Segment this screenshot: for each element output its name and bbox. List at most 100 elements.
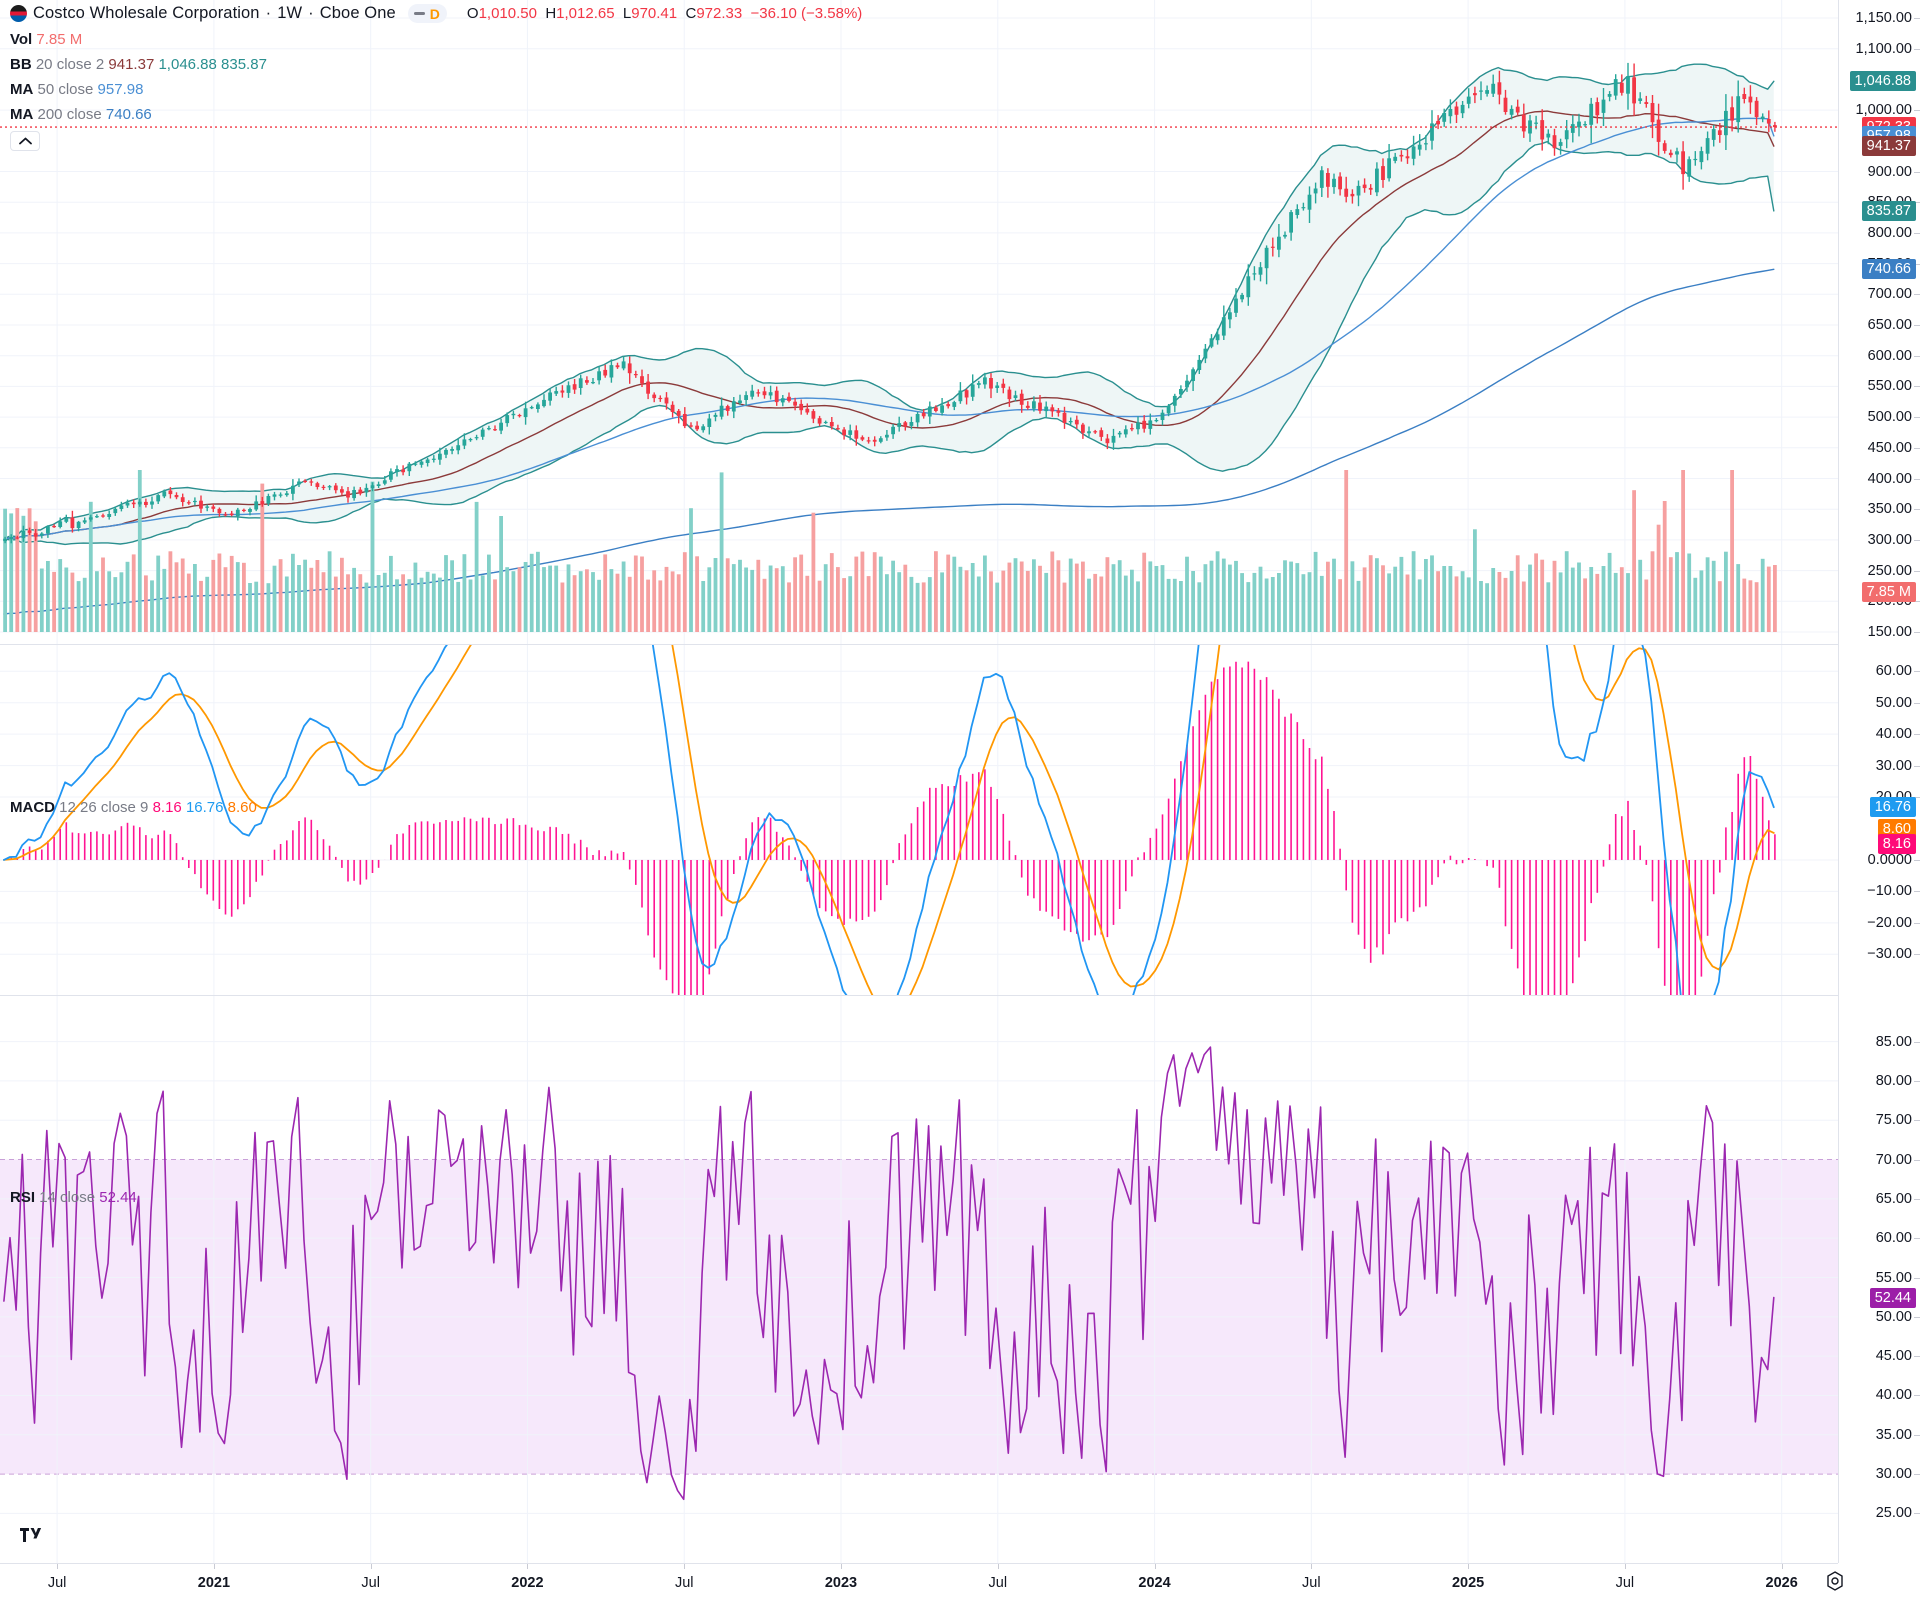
volume-bar (15, 508, 20, 632)
volume-bar (395, 579, 399, 632)
candle-body (1607, 94, 1612, 97)
ma200-badge[interactable]: 740.66 (1861, 259, 1916, 280)
volume-bar (523, 562, 528, 632)
candle-body (450, 449, 454, 451)
candle-body (150, 501, 154, 505)
symbol-name[interactable]: Costco Wholesale Corporation (33, 4, 260, 22)
collapse-legend-button[interactable] (10, 131, 40, 151)
rsi-axis-tick: 70.00 (1875, 1151, 1920, 1168)
candle-body (352, 490, 356, 499)
rsi-axis-tick: 30.00 (1875, 1466, 1920, 1483)
candle-body (254, 501, 259, 510)
candle-body (578, 378, 583, 388)
tradingview-logo-icon (20, 1528, 42, 1542)
volume-bar (1081, 561, 1085, 632)
volume-bar (1179, 581, 1183, 632)
rsi-pane[interactable] (0, 996, 1838, 1563)
volume-bar (554, 565, 559, 632)
macd-legend[interactable]: MACD 12 26 close 9 8.16 16.76 8.60 (10, 798, 257, 818)
symbol-legend-row[interactable]: Costco Wholesale Corporation · 1W · Cboe… (10, 4, 862, 23)
volume-bar (1466, 577, 1471, 632)
settings-corner-button[interactable] (1824, 1570, 1846, 1592)
volume-bar (670, 571, 675, 632)
candle-body (284, 493, 289, 496)
macd-hist-badge[interactable]: 8.16 (1877, 833, 1916, 854)
volume-badge[interactable]: 7.85 M (1861, 582, 1916, 602)
bb-lower-badge[interactable]: 835.87 (1861, 200, 1916, 221)
volume-bar (609, 569, 614, 632)
candle-body (695, 425, 699, 430)
volume-bar (1417, 579, 1422, 632)
price-axis-tick: 150.00 (1867, 624, 1920, 640)
volume-bar (1656, 524, 1661, 632)
candle-body (1105, 438, 1110, 444)
price-scale[interactable]: 1,150.001,100.001,000.00900.00850.00800.… (1838, 0, 1920, 1563)
volume-legend[interactable]: Vol 7.85 M (10, 30, 82, 50)
rsi-value-badge[interactable]: 52.44 (1869, 1287, 1916, 1308)
symbol-interval[interactable]: 1W (277, 4, 303, 22)
candle-body (548, 392, 552, 401)
volume-bar (989, 571, 993, 632)
volume-bar (1773, 565, 1777, 632)
rsi-legend[interactable]: RSI 14 close 52.44 (10, 1188, 137, 1208)
candle-body (658, 397, 663, 400)
volume-bar (811, 512, 816, 632)
time-axis-tick (57, 1564, 59, 1569)
session-chip[interactable]: D (407, 4, 447, 23)
ma50-line (3, 117, 1775, 540)
macd-pane[interactable] (0, 645, 1838, 995)
volume-bar (615, 573, 620, 632)
candle-body (682, 414, 687, 427)
volume-bar (1350, 561, 1355, 632)
time-scale[interactable]: Jul 2021 Jul 2022 Jul 2023 Jul 2024 Jul 2025 Jul 20… (0, 1563, 1838, 1600)
candle-body (327, 486, 332, 488)
bb-legend-name: BB (10, 56, 32, 73)
candle-body (719, 405, 724, 417)
candle-body (872, 439, 877, 442)
volume-bar (536, 551, 540, 632)
price-chart-pane[interactable] (0, 0, 1838, 644)
tradingview-logo[interactable] (14, 1518, 48, 1552)
candle-body (1142, 420, 1147, 429)
volume-bar (95, 571, 99, 632)
candle-body (1338, 176, 1342, 190)
candle-body (474, 437, 479, 439)
candle-body (413, 463, 418, 465)
pane-divider-1[interactable] (0, 644, 1920, 645)
ma50-legend[interactable]: MA 50 close 957.98 (10, 80, 143, 100)
candle-body (1466, 96, 1471, 104)
volume-bar (1675, 552, 1679, 632)
volume-bar (131, 554, 136, 632)
macd-signal-badge[interactable]: 8.60 (1877, 818, 1916, 839)
bb-upper-badge[interactable]: 1,046.88 (1849, 71, 1916, 92)
macd-line-badge[interactable]: 16.76 (1869, 797, 1916, 818)
volume-bar (1442, 566, 1447, 632)
candle-body (1411, 146, 1416, 159)
bb-basis-badge[interactable]: 941.37 (1861, 136, 1916, 157)
symbol-exchange[interactable]: Cboe One (319, 4, 396, 22)
candle-body (1375, 168, 1379, 193)
volume-bar (731, 564, 736, 632)
pane-divider-2[interactable] (0, 995, 1920, 996)
volume-bar (223, 567, 228, 632)
ma200-legend[interactable]: MA 200 close 740.66 (10, 105, 152, 125)
candle-body (1436, 120, 1440, 125)
volume-bar (1399, 556, 1404, 632)
candle-body (278, 494, 283, 496)
volume-bar (125, 561, 130, 632)
volume-bar (1766, 566, 1771, 632)
volume-bar (193, 564, 197, 632)
bollinger-legend[interactable]: BB 20 close 2 941.37 1,046.88 835.87 (10, 55, 267, 75)
candle-body (915, 414, 920, 423)
candle-body (1583, 124, 1587, 126)
volume-bar (627, 576, 632, 632)
volume-bar (1473, 529, 1477, 632)
volume-bar (1534, 553, 1538, 632)
candle-body (689, 425, 693, 427)
candle-body (1681, 151, 1685, 175)
candle-body (431, 458, 436, 460)
volume-legend-name: Vol (10, 31, 33, 48)
candle-body (597, 371, 601, 381)
candle-body (1730, 107, 1734, 121)
volume-bar (1044, 572, 1049, 632)
